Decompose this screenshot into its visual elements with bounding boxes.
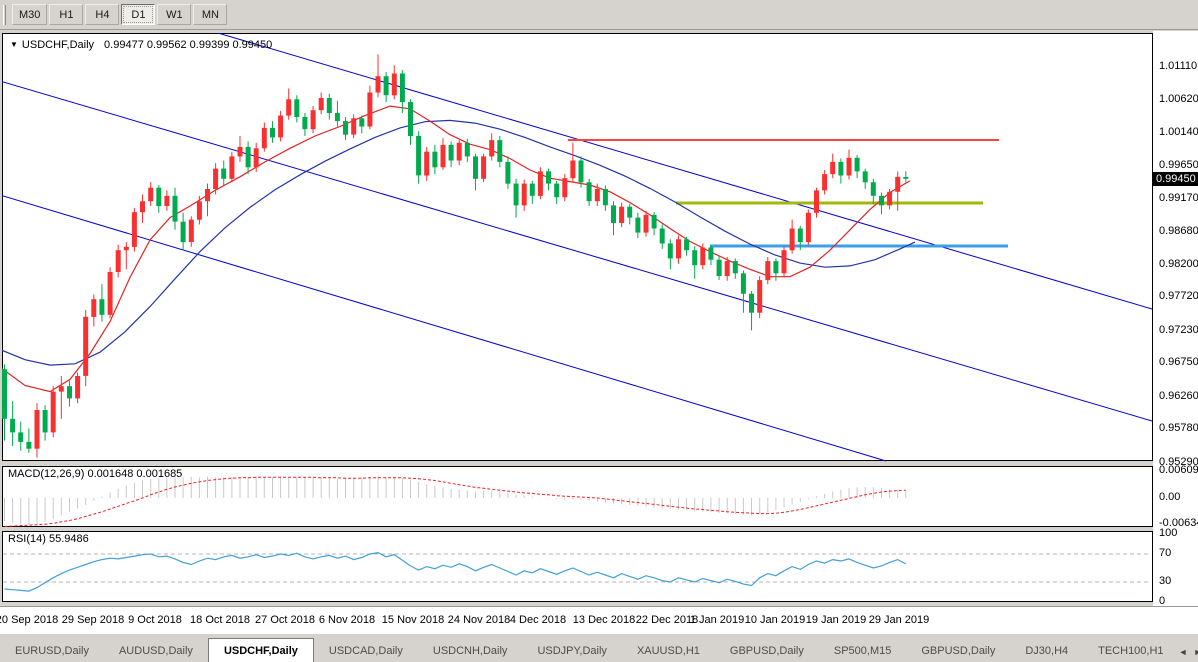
rsi-axis-30: 30 — [1159, 575, 1172, 587]
rsi-panel[interactable] — [2, 531, 1153, 602]
tab-eurusd-daily[interactable]: EURUSD,Daily — [15, 645, 89, 657]
symbol-tab-bar: EURUSD,Daily AUDUSD,Daily USDCHF,Daily U… — [0, 633, 1198, 662]
price-axis-tick-label: 0.98680 — [1159, 225, 1198, 237]
price-axis-tick-label: 0.95780 — [1159, 422, 1198, 434]
time-axis-label: 6 Nov 2018 — [318, 614, 376, 626]
price-axis-tick-label: 0.99650 — [1159, 159, 1198, 171]
price-axis-column — [1153, 31, 1198, 606]
time-axis-label: 10 Jan 2019 — [744, 614, 806, 626]
tab-gbpusd-daily[interactable]: GBPUSD,Daily — [729, 645, 804, 657]
tab-usdchf-daily-active[interactable]: USDCHF,Daily — [207, 638, 314, 662]
tab-sp500-m15[interactable]: SP500,M15 — [833, 645, 892, 657]
time-axis-label: 1 Jan 2019 — [689, 614, 745, 626]
time-axis-label: 22 Dec 2018 — [635, 614, 699, 626]
rsi-indicator-label: RSI(14) 55.9486 — [8, 533, 89, 545]
tab-gbpusd-daily-2[interactable]: GBPUSD,Daily — [921, 645, 996, 657]
rsi-axis-70: 70 — [1159, 547, 1172, 559]
price-axis-tick-label: 0.99170 — [1159, 192, 1198, 204]
tab-scroll-arrows: ◄► — [1179, 647, 1198, 657]
tab-usdcad-daily[interactable]: USDCAD,Daily — [328, 645, 403, 657]
timeframe-button-m30[interactable]: M30 — [12, 4, 48, 25]
price-axis-tick-label: 1.00140 — [1159, 126, 1198, 138]
macd-axis-zero: 0.00 — [1159, 491, 1181, 503]
toolbar-grip[interactable] — [3, 4, 6, 25]
price-axis-tick-label: 1.01110 — [1159, 60, 1198, 72]
price-axis-tick-label: 0.96260 — [1159, 390, 1198, 402]
macd-axis-min: -0.006347 — [1159, 517, 1198, 529]
rsi-axis-0: 0 — [1159, 595, 1166, 607]
timeframe-button-mn[interactable]: MN — [193, 4, 228, 25]
chart-dropdown-icon[interactable]: ▼ — [10, 40, 18, 49]
tab-dj30-h4[interactable]: DJ30,H4 — [1025, 645, 1069, 657]
time-axis-label: 9 Oct 2018 — [128, 614, 182, 626]
timeframe-button-w1[interactable]: W1 — [157, 4, 192, 25]
time-axis-strip: 20 Sep 2018 29 Sep 2018 9 Oct 2018 18 Oct 2… — [0, 606, 1198, 633]
tab-usdjpy-daily[interactable]: USDJPY,Daily — [537, 645, 607, 657]
price-axis-tick-label: 0.97720 — [1159, 290, 1198, 302]
price-axis-tick-label: 0.97230 — [1159, 324, 1198, 336]
chart-title: ▼ USDCHF,Daily 0.99477 0.99562 0.99399 0.9… — [10, 39, 272, 51]
price-axis-tick-label: 0.95290 — [1159, 456, 1198, 468]
tab-xauusd-h1[interactable]: XAUUSD,H1 — [636, 645, 700, 657]
rsi-name: RSI(14) — [8, 533, 46, 545]
rsi-value: 55.9486 — [48, 533, 89, 545]
timeframe-button-d1[interactable]: D1 — [121, 4, 156, 25]
time-axis-label: 13 Dec 2018 — [572, 614, 636, 626]
chart-symbol-label: USDCHF,Daily — [21, 39, 95, 51]
chart-ohlc-values: 0.99477 0.99562 0.99399 0.99450 — [104, 39, 273, 51]
rsi-axis-100: 100 — [1159, 527, 1178, 539]
price-axis-tick-label: 0.98200 — [1159, 258, 1198, 270]
time-axis-label: 15 Nov 2018 — [381, 614, 445, 626]
tab-scroll-right-icon[interactable]: ► — [1193, 647, 1198, 657]
macd-name: MACD(12,26,9) — [8, 468, 85, 480]
time-axis-label: 27 Oct 2018 — [255, 614, 315, 626]
current-price-tag: 0.99450 — [1153, 172, 1198, 186]
timeframe-toolbar: M30 H1 H4 D1 W1 MN — [0, 0, 1198, 30]
time-axis-label: 24 Nov 2018 — [447, 614, 511, 626]
time-axis-label: 29 Sep 2018 — [61, 614, 125, 626]
price-axis-tick-label: 1.00620 — [1159, 93, 1198, 105]
macd-values: 0.001648 0.001685 — [87, 468, 183, 480]
tab-tech100-h1[interactable]: TECH100,H1 — [1098, 645, 1164, 657]
timeframe-button-h1[interactable]: H1 — [49, 4, 84, 25]
tab-audusd-daily[interactable]: AUDUSD,Daily — [118, 645, 193, 657]
time-axis-label: 4 Dec 2018 — [509, 614, 567, 626]
tab-scroll-left-icon[interactable]: ◄ — [1178, 647, 1194, 657]
tab-usdcnh-daily[interactable]: USDCNH,Daily — [432, 645, 508, 657]
main-price-panel[interactable] — [2, 33, 1153, 461]
macd-axis-max: 0.006099 — [1159, 464, 1198, 476]
time-axis-label: 19 Jan 2019 — [805, 614, 867, 626]
time-axis-label: 20 Sep 2018 — [0, 614, 59, 626]
price-axis-tick-label: 0.96750 — [1159, 356, 1198, 368]
macd-indicator-label: MACD(12,26,9) 0.001648 0.001685 — [8, 468, 182, 480]
time-axis-label: 29 Jan 2019 — [868, 614, 930, 626]
time-axis-label: 18 Oct 2018 — [190, 614, 250, 626]
timeframe-button-h4[interactable]: H4 — [85, 4, 120, 25]
